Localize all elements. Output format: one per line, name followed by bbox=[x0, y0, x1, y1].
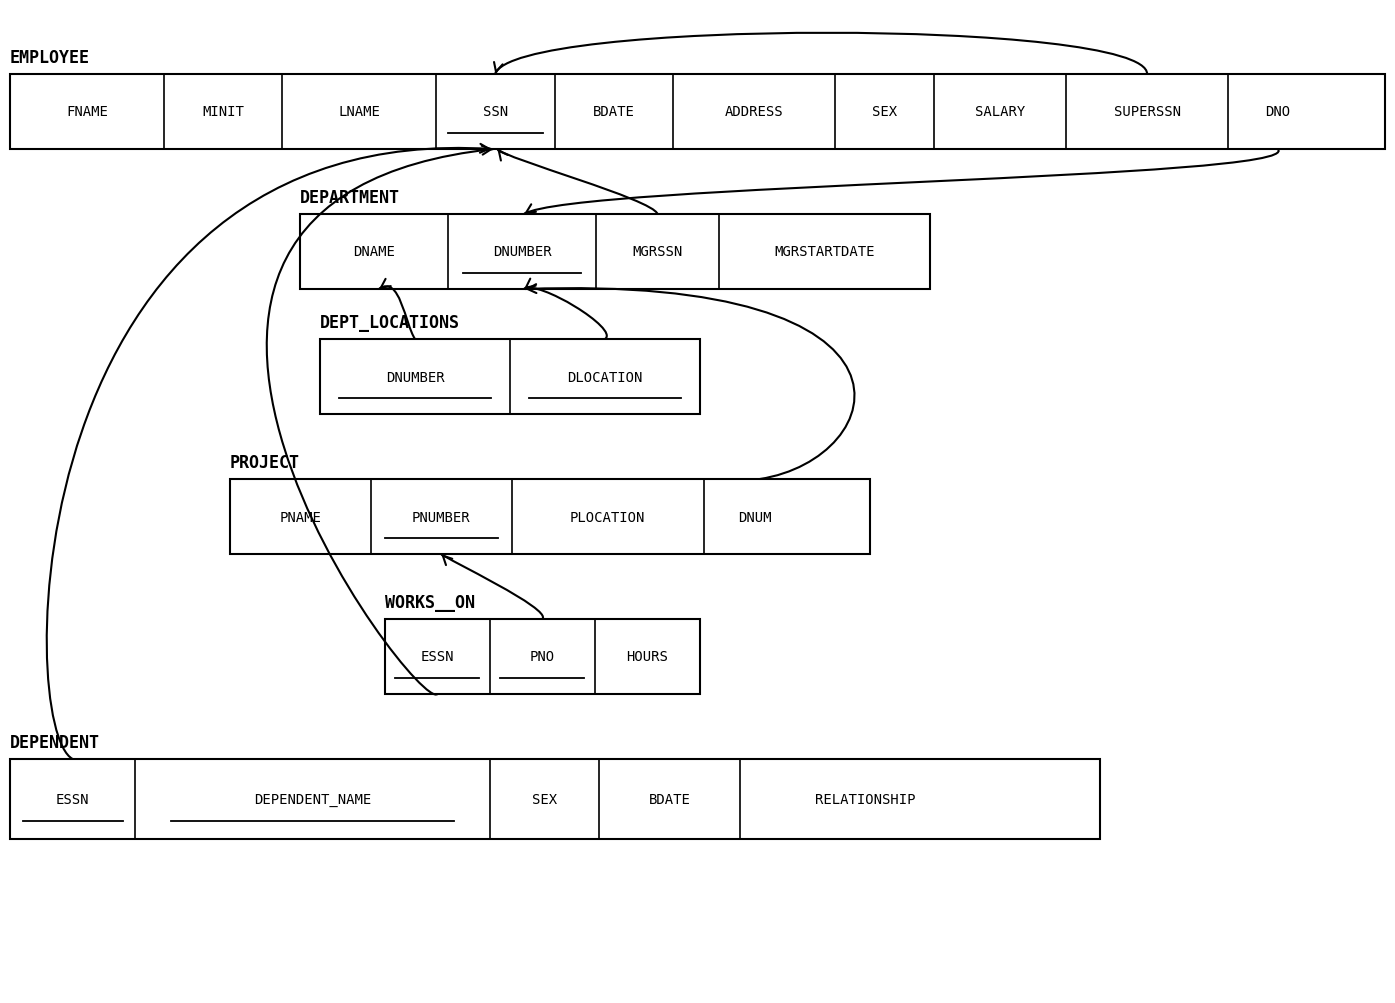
Text: SUPERSSN: SUPERSSN bbox=[1113, 105, 1180, 119]
Text: SEX: SEX bbox=[531, 792, 557, 806]
Text: ADDRESS: ADDRESS bbox=[724, 105, 783, 119]
Bar bbox=[300, 215, 930, 290]
Text: LNAME: LNAME bbox=[339, 105, 381, 119]
Bar bbox=[319, 340, 700, 414]
Text: DEPENDENT_NAME: DEPENDENT_NAME bbox=[254, 792, 371, 806]
Text: SSN: SSN bbox=[483, 105, 508, 119]
Text: PLOCATION: PLOCATION bbox=[571, 510, 646, 524]
Text: SEX: SEX bbox=[872, 105, 897, 119]
Text: FNAME: FNAME bbox=[66, 105, 107, 119]
Text: DNAME: DNAME bbox=[353, 246, 395, 259]
Text: MGRSTARTDATE: MGRSTARTDATE bbox=[774, 246, 875, 259]
Text: SALARY: SALARY bbox=[975, 105, 1025, 119]
Text: BDATE: BDATE bbox=[649, 792, 691, 806]
Text: DNUMBER: DNUMBER bbox=[385, 370, 445, 384]
Text: DNUMBER: DNUMBER bbox=[492, 246, 551, 259]
Text: DNO: DNO bbox=[1265, 105, 1290, 119]
Text: WORKS__ON: WORKS__ON bbox=[385, 594, 476, 612]
Text: DLOCATION: DLOCATION bbox=[568, 370, 643, 384]
Text: HOURS: HOURS bbox=[626, 650, 668, 664]
Text: PNUMBER: PNUMBER bbox=[412, 510, 470, 524]
Text: ESSN: ESSN bbox=[56, 792, 89, 806]
Text: ESSN: ESSN bbox=[421, 650, 455, 664]
Text: DEPARTMENT: DEPARTMENT bbox=[300, 189, 400, 207]
Text: DEPENDENT: DEPENDENT bbox=[10, 733, 100, 751]
Text: PNAME: PNAME bbox=[279, 510, 321, 524]
Text: DEPT_LOCATIONS: DEPT_LOCATIONS bbox=[319, 314, 460, 332]
Text: MINIT: MINIT bbox=[202, 105, 244, 119]
Text: PNO: PNO bbox=[530, 650, 555, 664]
Bar bbox=[385, 620, 700, 694]
Bar bbox=[10, 759, 1101, 840]
Text: EMPLOYEE: EMPLOYEE bbox=[10, 49, 91, 67]
Text: PROJECT: PROJECT bbox=[230, 453, 300, 471]
Text: RELATIONSHIP: RELATIONSHIP bbox=[816, 792, 917, 806]
Text: BDATE: BDATE bbox=[593, 105, 635, 119]
Bar bbox=[10, 75, 1385, 149]
Bar bbox=[230, 479, 870, 555]
Text: MGRSSN: MGRSSN bbox=[632, 246, 682, 259]
Text: DNUM: DNUM bbox=[738, 510, 771, 524]
